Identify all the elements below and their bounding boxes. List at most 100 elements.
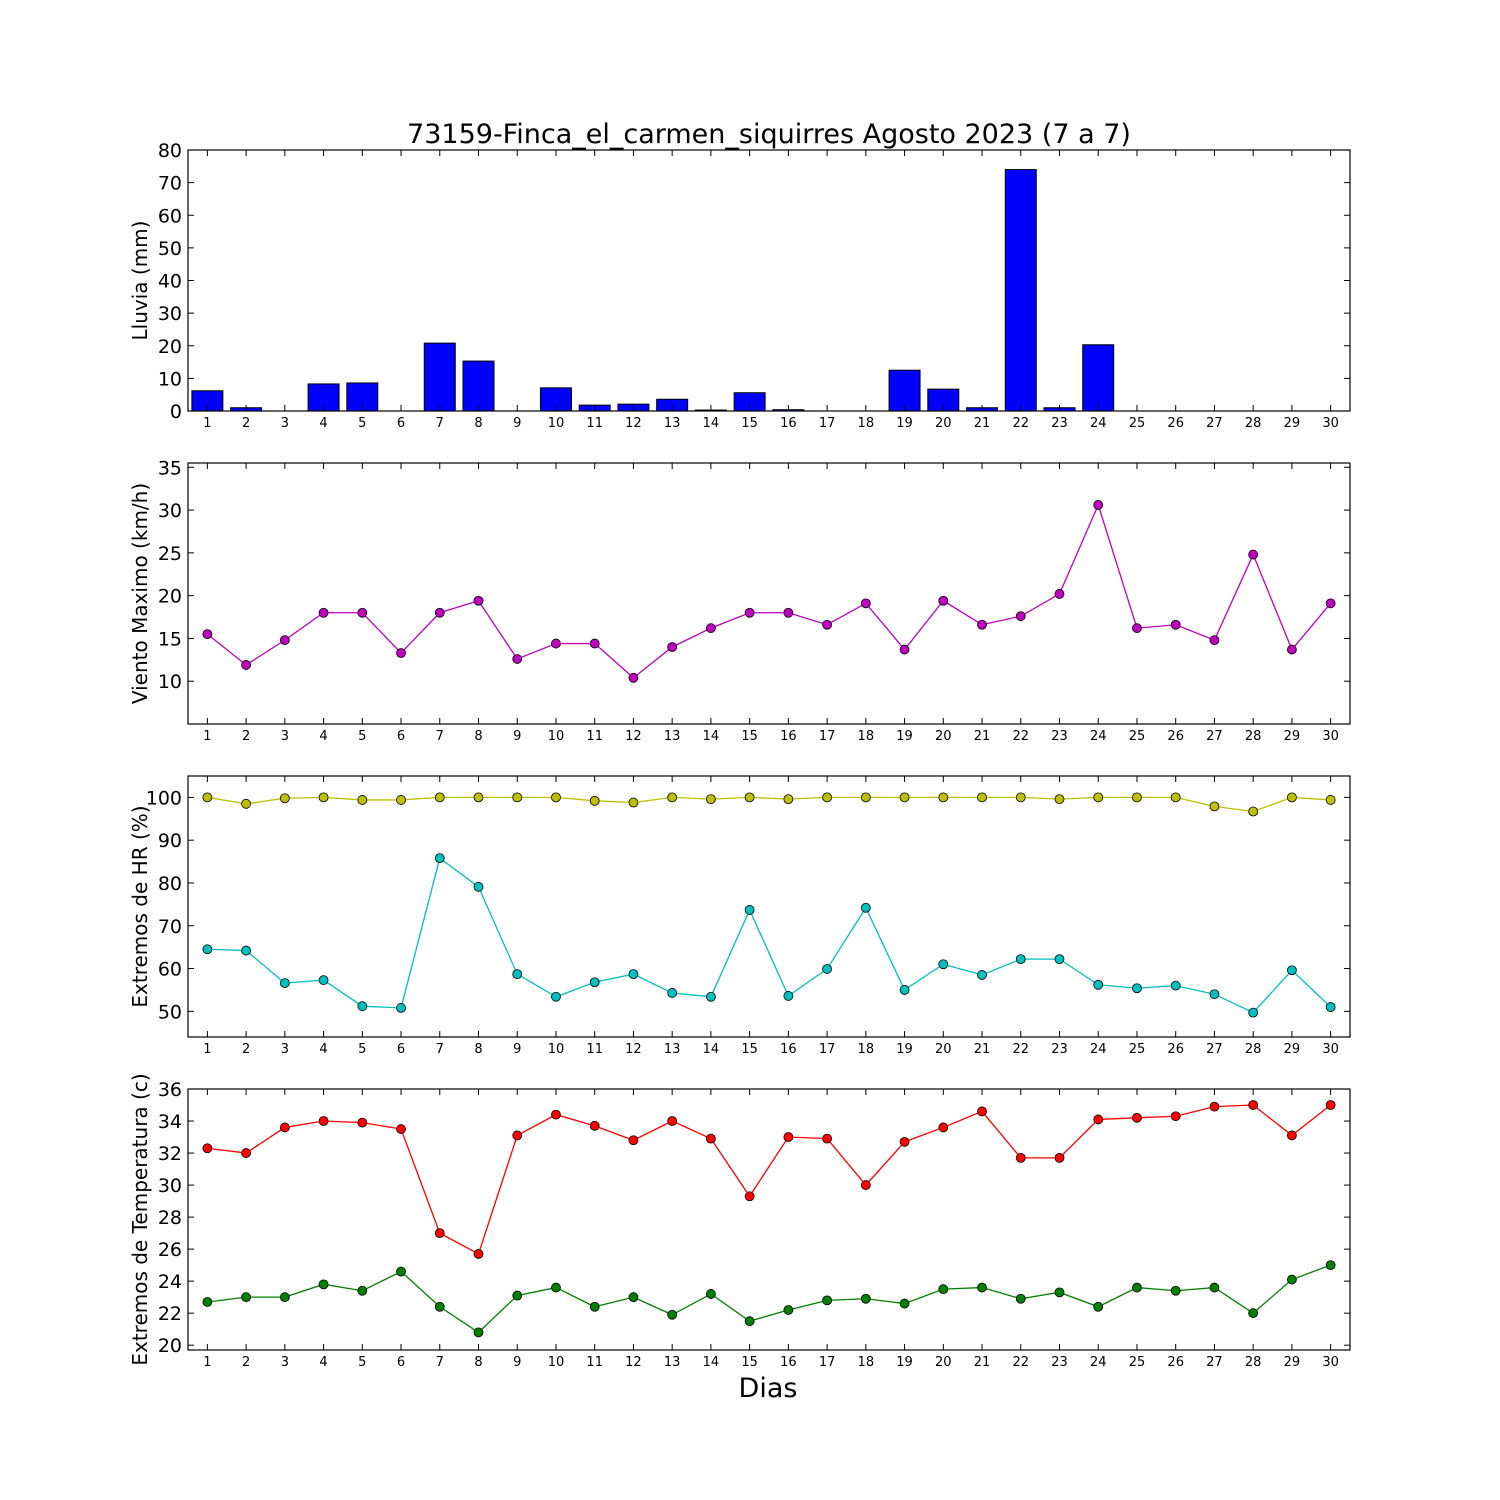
point-s2-day-4 [318,1279,329,1290]
point-s2-day-21 [977,1282,987,1293]
x-tick-label: 5 [358,1042,366,1057]
point-s1-day-8 [473,1249,484,1259]
y-tick-label: 70 [158,173,182,195]
point-s1-day-24 [1093,792,1104,803]
x-tick-label: 5 [358,416,366,431]
point-s2-day-16 [783,991,794,1001]
point-s2-day-7 [434,1301,445,1312]
x-tick-label: 2 [242,729,250,744]
y-tick-label: 20 [158,586,182,608]
y-tick-label: 30 [158,500,182,522]
point-s1-day-16 [783,607,794,618]
y-tick-label: 35 [158,457,182,479]
point-s1-day-9 [512,1130,523,1141]
series-line-2 [207,857,1332,1014]
point-s2-day-27 [1209,1282,1220,1293]
x-tick-label: 13 [664,1355,681,1370]
point-s1-day-22 [1015,792,1026,803]
point-s1-day-20 [938,792,949,803]
x-tick-label: 10 [548,729,565,744]
point-s1-day-22 [1015,1152,1026,1163]
x-tick-label: 15 [741,729,758,744]
point-s2-day-29 [1287,1274,1297,1285]
point-s1-day-1 [202,629,213,640]
x-tick-label: 6 [397,1042,405,1057]
point-s1-day-6 [396,795,406,805]
x-tick-label: 27 [1206,1042,1223,1057]
x-tick-label: 27 [1206,729,1223,744]
x-tick-label: 9 [513,1355,521,1370]
point-s2-day-23 [1054,1287,1065,1298]
x-tick-label: 22 [1012,729,1029,744]
x-tick-label: 19 [896,1355,913,1370]
point-s2-day-29 [1287,965,1297,976]
x-tick-label: 8 [474,1042,482,1057]
point-s1-day-16 [783,1132,794,1142]
x-tick-label: 16 [780,416,797,431]
point-s2-day-20 [938,959,949,970]
point-s2-day-28 [1248,1308,1259,1319]
series-line-1 [206,503,1332,679]
x-tick-label: 24 [1090,729,1107,744]
x-tick-label: 29 [1284,1042,1301,1057]
plot-frame [187,462,1351,725]
x-tick-label: 19 [896,1042,913,1057]
point-s1-day-23 [1054,794,1065,805]
point-s1-day-14 [706,623,716,634]
point-s1-day-20 [938,1122,949,1133]
x-tick-label: 25 [1129,1355,1146,1370]
x-tick-label: 28 [1245,729,1262,744]
point-s2-day-2 [241,1292,252,1303]
x-tick-label: 6 [397,729,405,744]
point-s2-day-3 [279,978,290,988]
x-tick-label: 23 [1051,1355,1068,1370]
x-tick-label: 14 [703,729,720,744]
point-s1-day-4 [318,792,329,803]
point-s2-day-12 [628,969,639,980]
point-s2-day-8 [473,881,484,892]
point-s2-day-8 [473,1327,484,1338]
y-axis-label: Extremos de Temperatura (c) [128,1073,152,1365]
x-tick-label: 21 [974,729,991,744]
x-tick-label: 9 [513,416,521,431]
x-tick-label: 1 [203,1355,211,1370]
point-s1-day-5 [357,1117,368,1128]
point-s1-day-29 [1287,1130,1297,1141]
point-s2-day-20 [938,1284,949,1295]
x-tick-label: 26 [1167,1355,1184,1370]
x-tick-label: 23 [1051,416,1068,431]
x-tick-label: 10 [548,1355,565,1370]
series-line-1 [207,796,1331,813]
x-tick-label: 20 [935,729,952,744]
point-s2-day-23 [1054,954,1065,965]
x-tick-label: 12 [625,416,642,431]
y-tick-label: 25 [158,543,182,565]
point-s1-day-11 [589,795,600,806]
x-tick-label: 6 [397,1355,405,1370]
point-s1-day-30 [1325,795,1336,805]
point-s1-day-2 [241,660,252,670]
point-s2-day-25 [1132,983,1142,994]
point-s1-day-7 [434,1228,445,1239]
point-s1-day-4 [318,607,329,618]
point-s2-day-13 [667,1309,678,1320]
x-tick-label: 16 [780,729,797,744]
point-s1-day-18 [860,792,871,803]
y-tick-label: 15 [158,628,182,650]
x-tick-label: 25 [1129,729,1146,744]
point-s2-day-3 [279,1292,290,1303]
x-tick-label: 18 [858,1042,875,1057]
x-tick-label: 18 [858,729,875,744]
point-s1-day-29 [1287,644,1297,655]
point-s1-day-24 [1093,1114,1104,1125]
point-s1-day-28 [1248,1100,1259,1110]
x-tick-label: 2 [242,1042,250,1057]
x-tick-label: 11 [586,729,603,744]
point-s2-day-2 [241,945,252,956]
series-line-1 [207,1104,1332,1255]
point-s1-day-25 [1132,1112,1142,1123]
bar-day-7 [423,342,456,412]
point-s1-day-26 [1170,1111,1181,1122]
point-s1-day-15 [744,792,755,803]
